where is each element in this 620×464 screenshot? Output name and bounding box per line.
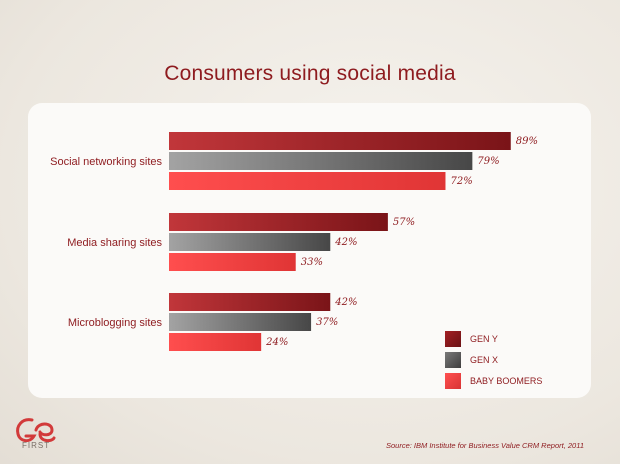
bar-gen-y	[169, 132, 511, 150]
source-note: Source: IBM Institute for Business Value…	[385, 441, 584, 450]
bar-baby-boomers	[169, 333, 262, 351]
bar-baby-boomers	[169, 172, 446, 190]
data-label: 79%	[477, 156, 499, 167]
data-label: 57%	[393, 217, 415, 228]
bar-baby-boomers	[169, 253, 296, 271]
brand-logo-text: FIRST	[22, 441, 51, 450]
legend-label: GEN X	[470, 355, 498, 365]
legend-swatch	[445, 352, 461, 368]
data-label: 89%	[516, 136, 538, 147]
legend-swatch	[445, 331, 461, 347]
chart-title: Consumers using social media	[164, 62, 456, 85]
bar-gen-y	[169, 213, 388, 231]
data-label: 72%	[450, 176, 472, 187]
legend-label: GEN Y	[470, 334, 498, 344]
legend-label: BABY BOOMERS	[470, 376, 542, 386]
brand-logo-icon	[16, 418, 56, 443]
bar-gen-x	[169, 313, 312, 331]
bar-gen-x	[169, 233, 331, 251]
legend-swatch	[445, 373, 461, 389]
data-label: 33%	[301, 257, 323, 268]
category-label: Social networking sites	[50, 156, 162, 168]
category-label: Microblogging sites	[68, 317, 163, 329]
data-label: 37%	[316, 317, 338, 328]
data-label: 24%	[265, 337, 288, 348]
bar-gen-y	[169, 293, 331, 311]
data-label: 42%	[334, 237, 357, 248]
data-label: 42%	[334, 297, 357, 308]
category-label: Media sharing sites	[67, 237, 162, 249]
bar-gen-x	[169, 152, 473, 170]
